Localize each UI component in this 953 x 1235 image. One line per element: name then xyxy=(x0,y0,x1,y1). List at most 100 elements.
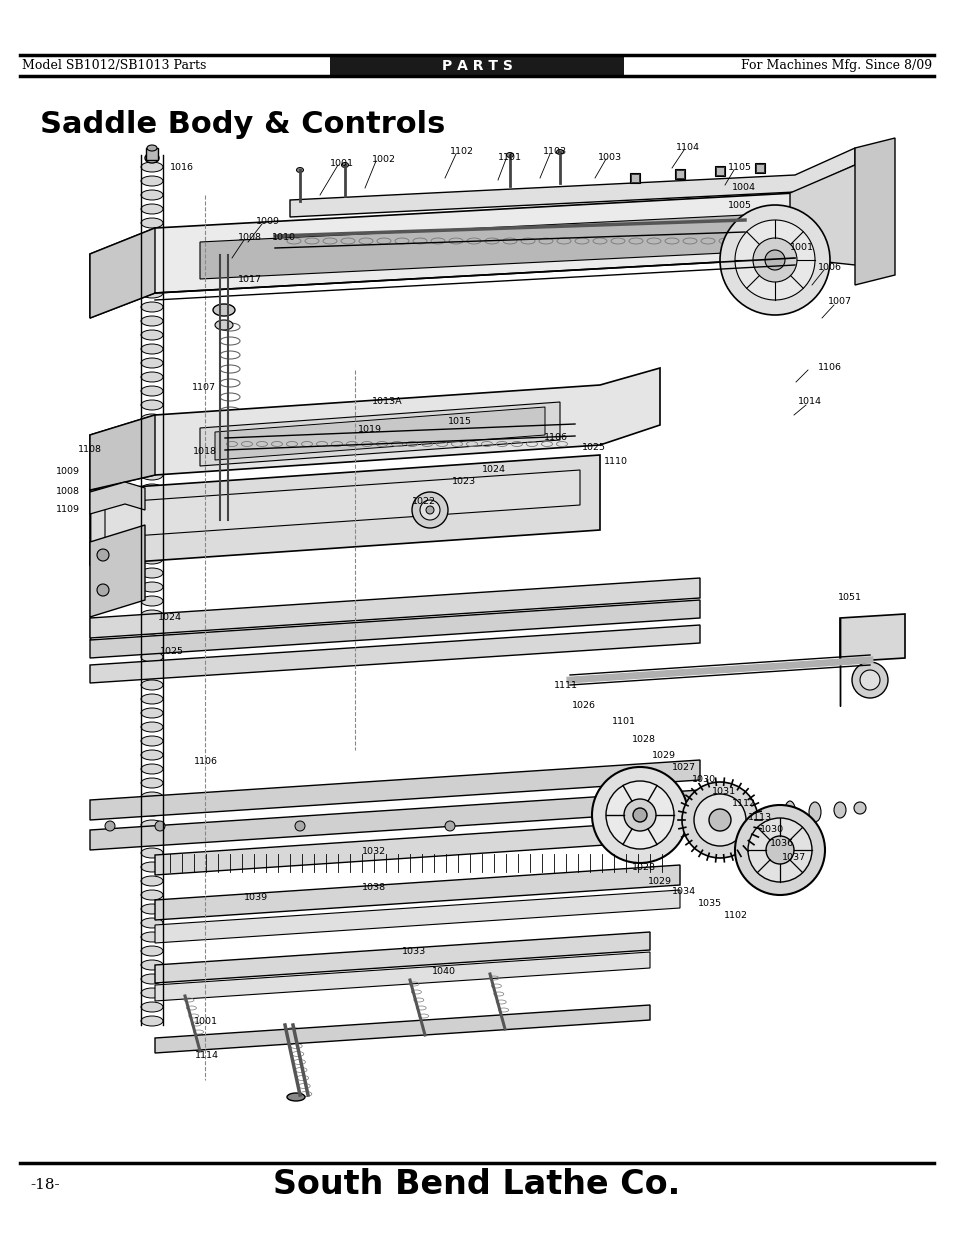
Ellipse shape xyxy=(141,722,163,732)
Text: 1029: 1029 xyxy=(651,751,676,760)
Bar xyxy=(675,169,684,179)
Text: 1006: 1006 xyxy=(817,263,841,273)
Ellipse shape xyxy=(141,904,163,914)
Text: 1010: 1010 xyxy=(272,233,295,242)
Ellipse shape xyxy=(141,932,163,942)
Text: 1001: 1001 xyxy=(330,158,354,168)
Polygon shape xyxy=(290,148,854,217)
Bar xyxy=(676,170,683,178)
Circle shape xyxy=(605,781,673,848)
Text: 1025: 1025 xyxy=(581,442,605,452)
Circle shape xyxy=(693,794,745,846)
Text: P A R T S: P A R T S xyxy=(441,59,512,73)
Ellipse shape xyxy=(141,261,163,270)
Circle shape xyxy=(633,808,646,823)
Circle shape xyxy=(734,220,814,300)
Text: 1026: 1026 xyxy=(572,701,596,710)
Text: 1030: 1030 xyxy=(760,825,783,835)
Bar xyxy=(330,56,623,77)
Text: 1018: 1018 xyxy=(193,447,216,457)
Ellipse shape xyxy=(141,806,163,816)
Polygon shape xyxy=(214,408,544,459)
Ellipse shape xyxy=(141,862,163,872)
Ellipse shape xyxy=(141,680,163,690)
Ellipse shape xyxy=(141,274,163,284)
Polygon shape xyxy=(90,165,854,317)
Circle shape xyxy=(851,662,887,698)
Polygon shape xyxy=(200,215,744,279)
Polygon shape xyxy=(200,403,559,466)
Text: 1036: 1036 xyxy=(769,840,793,848)
Text: 1009: 1009 xyxy=(56,468,80,477)
Polygon shape xyxy=(90,525,145,618)
Text: 1029: 1029 xyxy=(647,878,671,887)
Text: 1004: 1004 xyxy=(731,184,755,193)
Ellipse shape xyxy=(141,918,163,927)
Text: 1106: 1106 xyxy=(817,363,841,373)
Polygon shape xyxy=(90,228,154,317)
Ellipse shape xyxy=(141,792,163,802)
Text: 1023: 1023 xyxy=(452,478,476,487)
Text: 1015: 1015 xyxy=(448,417,472,426)
Ellipse shape xyxy=(141,778,163,788)
Text: 1105: 1105 xyxy=(727,163,751,173)
Ellipse shape xyxy=(141,652,163,662)
Polygon shape xyxy=(90,368,659,490)
Polygon shape xyxy=(840,614,904,662)
Text: 1014: 1014 xyxy=(797,398,821,406)
Bar xyxy=(629,173,639,183)
Ellipse shape xyxy=(141,1016,163,1026)
Ellipse shape xyxy=(141,582,163,592)
Ellipse shape xyxy=(141,498,163,508)
Text: 1001: 1001 xyxy=(789,243,813,252)
Ellipse shape xyxy=(141,372,163,382)
Ellipse shape xyxy=(141,358,163,368)
Ellipse shape xyxy=(141,471,163,480)
Ellipse shape xyxy=(141,834,163,844)
Ellipse shape xyxy=(141,345,163,354)
Polygon shape xyxy=(90,600,700,658)
Ellipse shape xyxy=(141,988,163,998)
Ellipse shape xyxy=(214,453,233,463)
Circle shape xyxy=(426,506,434,514)
Ellipse shape xyxy=(141,162,163,172)
Ellipse shape xyxy=(783,802,795,829)
Text: 1111: 1111 xyxy=(554,682,578,690)
Ellipse shape xyxy=(141,232,163,242)
Text: 1101: 1101 xyxy=(612,718,636,726)
Polygon shape xyxy=(90,760,700,820)
Text: 1102: 1102 xyxy=(723,910,747,920)
Text: 1114: 1114 xyxy=(194,1051,219,1060)
Text: 1027: 1027 xyxy=(671,762,696,772)
Polygon shape xyxy=(90,578,700,638)
Text: 1002: 1002 xyxy=(372,154,395,163)
Text: 1034: 1034 xyxy=(671,888,696,897)
Ellipse shape xyxy=(141,974,163,984)
Text: 1038: 1038 xyxy=(361,883,386,893)
Ellipse shape xyxy=(296,168,303,173)
Bar xyxy=(716,167,723,175)
Ellipse shape xyxy=(141,513,163,522)
Text: 1104: 1104 xyxy=(676,143,700,152)
Text: -18-: -18- xyxy=(30,1178,60,1192)
Polygon shape xyxy=(154,1005,649,1053)
Ellipse shape xyxy=(141,316,163,326)
Ellipse shape xyxy=(141,638,163,648)
Ellipse shape xyxy=(141,764,163,774)
Text: 1037: 1037 xyxy=(781,852,805,862)
Ellipse shape xyxy=(141,597,163,606)
Ellipse shape xyxy=(141,890,163,900)
Text: 1112: 1112 xyxy=(731,799,755,809)
Polygon shape xyxy=(90,415,154,490)
Text: 1033: 1033 xyxy=(401,947,426,956)
Text: 1106: 1106 xyxy=(193,757,218,767)
Text: 1013A: 1013A xyxy=(372,398,402,406)
Ellipse shape xyxy=(141,736,163,746)
Text: 1008: 1008 xyxy=(56,488,80,496)
Circle shape xyxy=(708,809,730,831)
Text: 1108: 1108 xyxy=(78,446,102,454)
Ellipse shape xyxy=(141,330,163,340)
Ellipse shape xyxy=(833,802,845,818)
Ellipse shape xyxy=(141,946,163,956)
Circle shape xyxy=(623,799,656,831)
